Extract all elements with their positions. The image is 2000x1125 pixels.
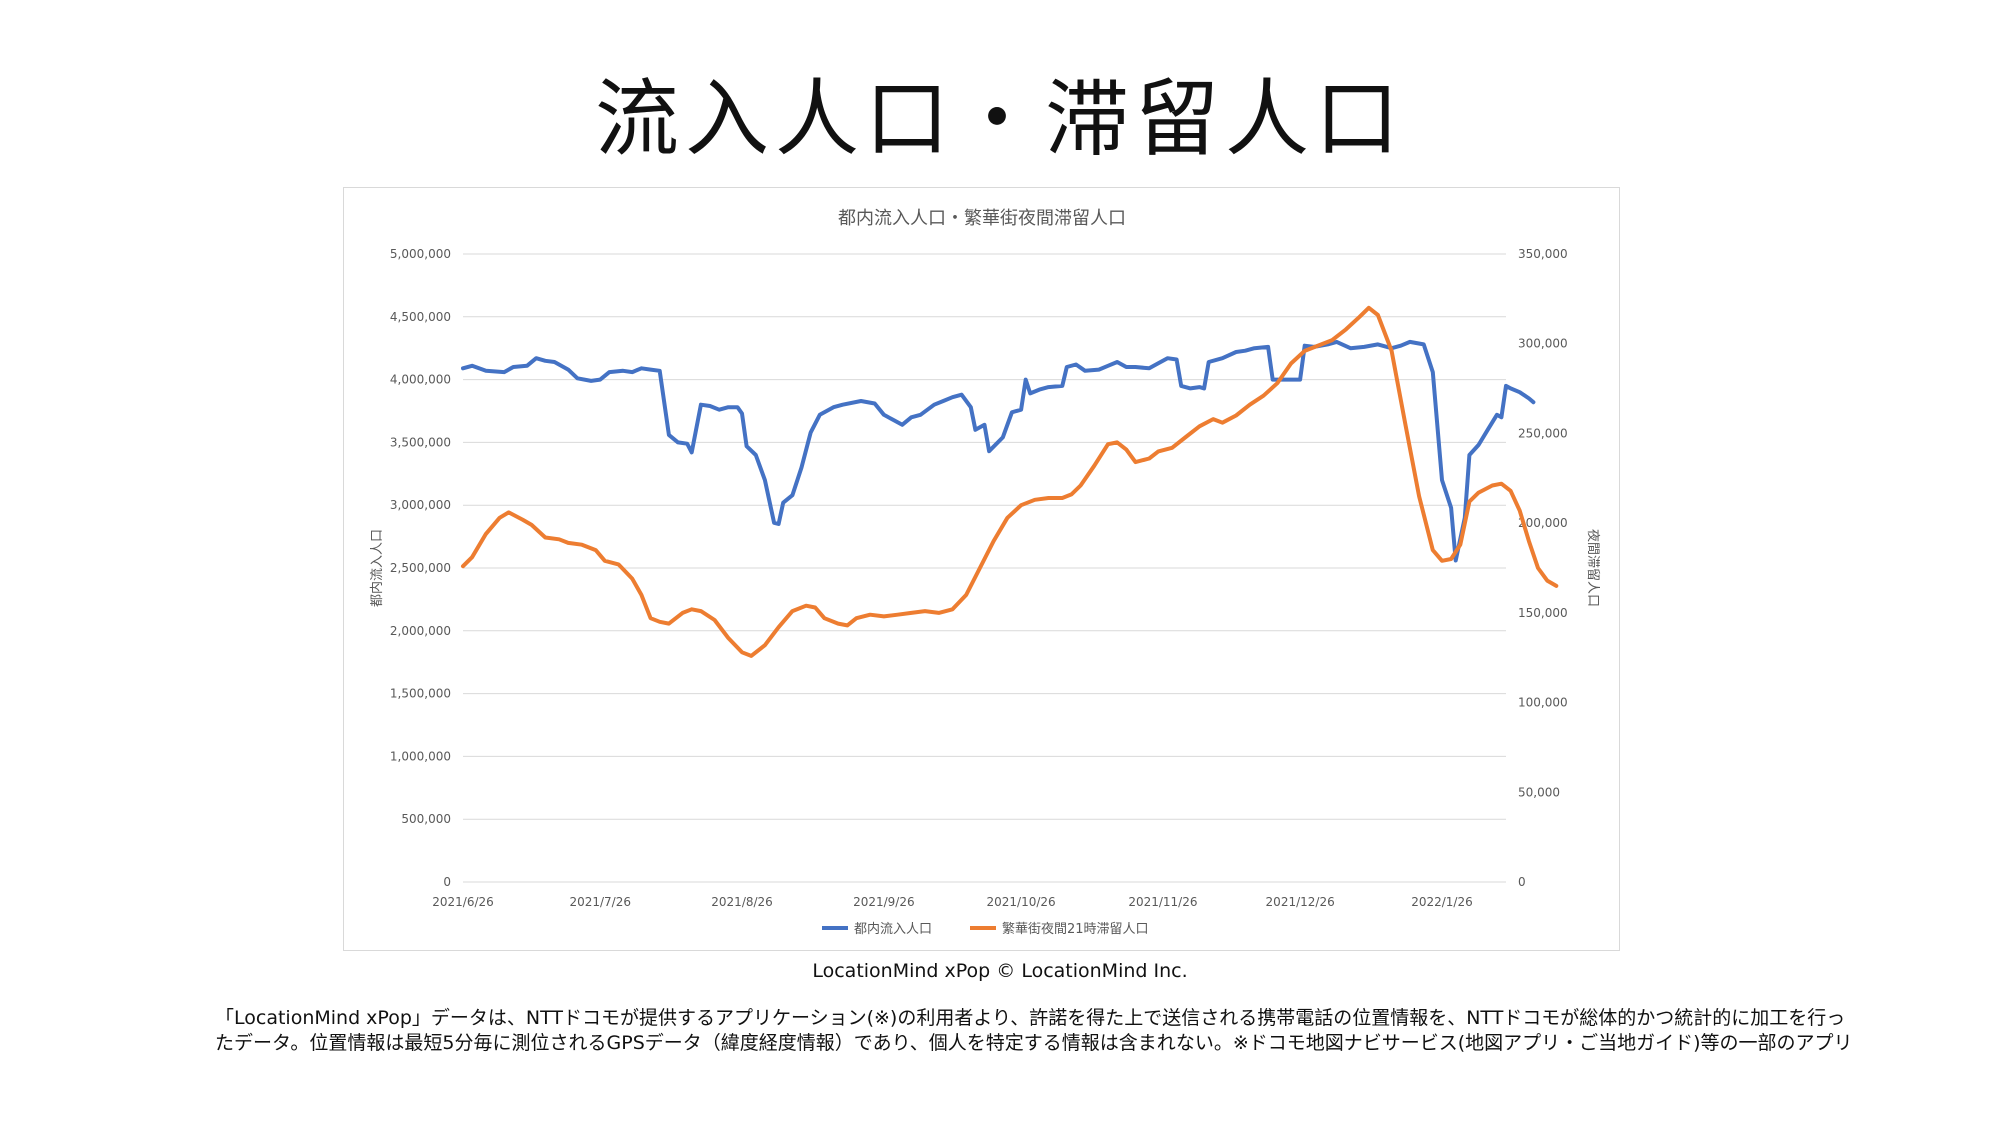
y-tick-label: 0 — [443, 875, 451, 889]
right-axis-title: 夜間滞留人口 — [1585, 529, 1600, 607]
y2-tick-label: 0 — [1518, 875, 1526, 889]
y-tick-label: 2,000,000 — [390, 624, 451, 638]
y-tick-label: 3,500,000 — [390, 435, 451, 449]
y2-tick-label: 300,000 — [1518, 337, 1568, 351]
x-axis-ticks: 2021/6/26 2021/7/26 2021/8/26 2021/9/26 2021… — [432, 895, 1472, 909]
y-tick-label: 4,000,000 — [390, 373, 451, 387]
y-tick-label: 1,500,000 — [390, 687, 451, 701]
legend: 都内流入人口 繁華街夜間21時滞留人口 — [822, 921, 1149, 937]
y-tick-label: 500,000 — [401, 812, 451, 826]
y2-tick-label: 350,000 — [1518, 247, 1568, 261]
y-tick-label: 3,000,000 — [390, 498, 451, 512]
line-chart: 都内流入人口・繁華街夜間滞留人口 0 500,000 1,000,000 1,500,… — [369, 208, 1600, 937]
y2-tick-label: 50,000 — [1518, 785, 1560, 799]
y-tick-label: 1,000,000 — [390, 749, 451, 763]
y-tick-label: 2,500,000 — [390, 561, 451, 575]
y2-tick-label: 250,000 — [1518, 426, 1568, 440]
x-tick-label: 2021/12/26 — [1266, 895, 1335, 909]
y2-tick-label: 150,000 — [1518, 606, 1568, 620]
data-source-note: 「LocationMind xPop」データは、NTTドコモが提供するアプリケー… — [215, 1007, 1853, 1054]
series-lines — [461, 305, 1559, 658]
data-credit: LocationMind xPop © LocationMind Inc. — [812, 960, 1188, 982]
x-tick-label: 2021/7/26 — [569, 895, 631, 909]
x-tick-label: 2021/11/26 — [1128, 895, 1197, 909]
gridlines — [463, 253, 1506, 883]
chart-frame: 都内流入人口・繁華街夜間滞留人口 0 500,000 1,000,000 1,500,… — [343, 187, 1620, 951]
legend-label-series-1: 都内流入人口 — [854, 921, 932, 937]
left-axis-ticks: 0 500,000 1,000,000 1,500,000 2,000,000 2,500… — [390, 247, 451, 889]
y-tick-label: 5,000,000 — [390, 247, 451, 261]
legend-label-series-2: 繁華街夜間21時滞留人口 — [1002, 921, 1149, 937]
x-tick-label: 2021/6/26 — [432, 895, 494, 909]
slide-title: 流入人口・滞留人口 — [594, 70, 1405, 168]
series-line-1 — [461, 339, 1536, 563]
x-tick-label: 2021/9/26 — [853, 895, 915, 909]
x-tick-label: 2021/8/26 — [711, 895, 773, 909]
x-tick-label: 2022/1/26 — [1411, 895, 1473, 909]
y2-tick-label: 200,000 — [1518, 516, 1568, 530]
y-tick-label: 4,500,000 — [390, 310, 451, 324]
x-tick-label: 2021/10/26 — [987, 895, 1056, 909]
left-axis-title: 都内流入人口 — [369, 529, 385, 607]
right-axis-ticks: 0 50,000 100,000 150,000 200,000 250,000 300,0… — [1518, 247, 1568, 889]
chart-title: 都内流入人口・繁華街夜間滞留人口 — [838, 208, 1126, 229]
y2-tick-label: 100,000 — [1518, 696, 1568, 710]
series-line-2 — [461, 305, 1559, 658]
